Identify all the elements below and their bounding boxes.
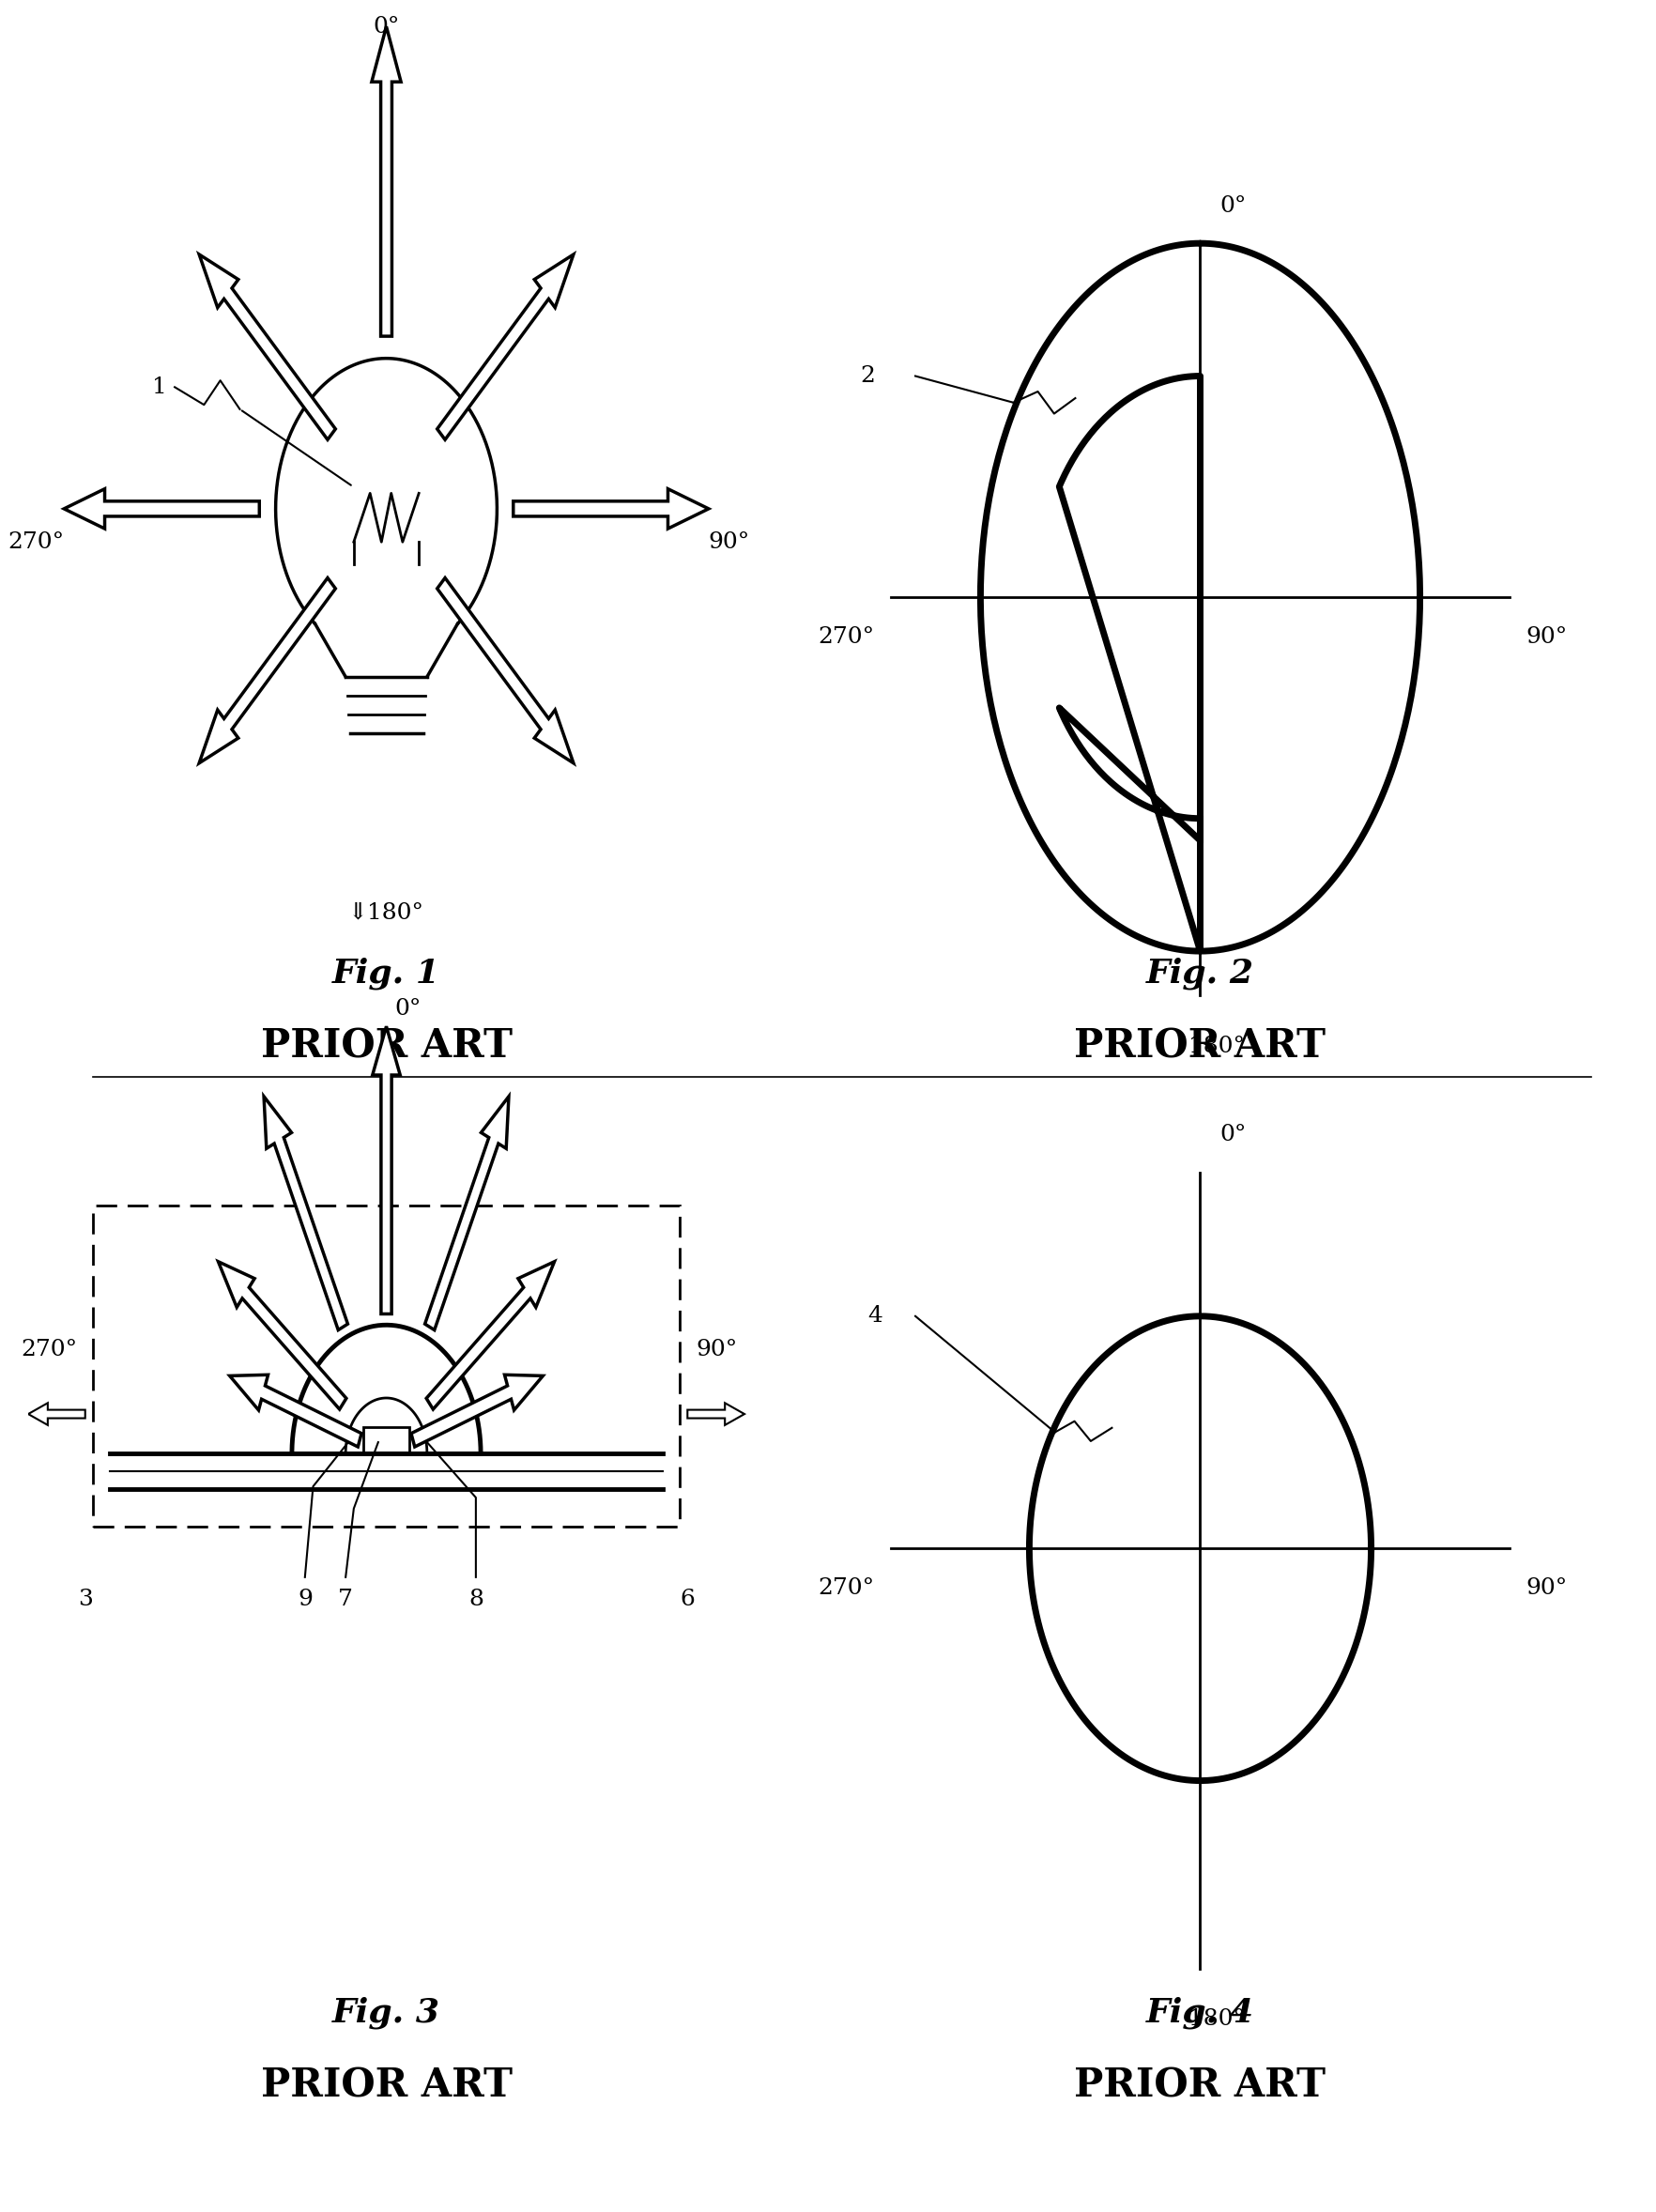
Text: 90°: 90°: [1525, 626, 1567, 648]
Text: 90°: 90°: [709, 531, 750, 553]
Polygon shape: [230, 1376, 361, 1447]
Polygon shape: [513, 489, 709, 529]
Text: Fig. 4: Fig. 4: [1146, 1997, 1254, 2028]
Text: Fig. 3: Fig. 3: [333, 1997, 440, 2028]
Text: 2: 2: [859, 365, 874, 387]
Polygon shape: [373, 1026, 401, 1314]
Text: 0°: 0°: [1220, 195, 1247, 217]
Text: ⇓180°: ⇓180°: [348, 902, 424, 922]
Polygon shape: [263, 1097, 348, 1329]
Polygon shape: [371, 27, 401, 336]
Text: 270°: 270°: [818, 626, 874, 648]
Text: PRIOR ART: PRIOR ART: [1075, 2066, 1326, 2106]
Text: 4: 4: [868, 1305, 883, 1327]
Polygon shape: [65, 489, 260, 529]
Text: 270°: 270°: [8, 531, 65, 553]
Text: 9: 9: [298, 1588, 313, 1610]
Text: 90°: 90°: [1525, 1577, 1567, 1599]
Text: 6: 6: [681, 1588, 696, 1610]
Text: PRIOR ART: PRIOR ART: [260, 1026, 512, 1066]
Polygon shape: [437, 254, 573, 440]
Polygon shape: [687, 1402, 745, 1425]
Text: 90°: 90°: [696, 1338, 737, 1360]
Polygon shape: [426, 1097, 508, 1329]
Bar: [364, 1427, 409, 1453]
Text: Fig. 1: Fig. 1: [333, 958, 440, 989]
Text: 3: 3: [78, 1588, 93, 1610]
Text: 1: 1: [152, 376, 167, 398]
Polygon shape: [199, 254, 336, 440]
Text: 0°: 0°: [1220, 1124, 1247, 1146]
Polygon shape: [426, 1261, 555, 1409]
Text: 0°: 0°: [373, 15, 399, 38]
Text: PRIOR ART: PRIOR ART: [1075, 1026, 1326, 1066]
Text: PRIOR ART: PRIOR ART: [260, 2066, 512, 2106]
Text: 0°: 0°: [394, 998, 421, 1020]
Text: 7: 7: [338, 1588, 353, 1610]
Polygon shape: [437, 577, 573, 763]
Text: 180°: 180°: [1189, 2008, 1245, 2031]
Polygon shape: [28, 1402, 84, 1425]
Text: 270°: 270°: [818, 1577, 874, 1599]
Polygon shape: [219, 1261, 346, 1409]
Text: 8: 8: [469, 1588, 484, 1610]
Text: Fig. 2: Fig. 2: [1146, 958, 1254, 989]
Polygon shape: [199, 577, 336, 763]
Polygon shape: [411, 1376, 543, 1447]
Text: 180°: 180°: [1189, 1035, 1245, 1057]
Bar: [93, 1206, 679, 1526]
Text: 270°: 270°: [20, 1338, 78, 1360]
